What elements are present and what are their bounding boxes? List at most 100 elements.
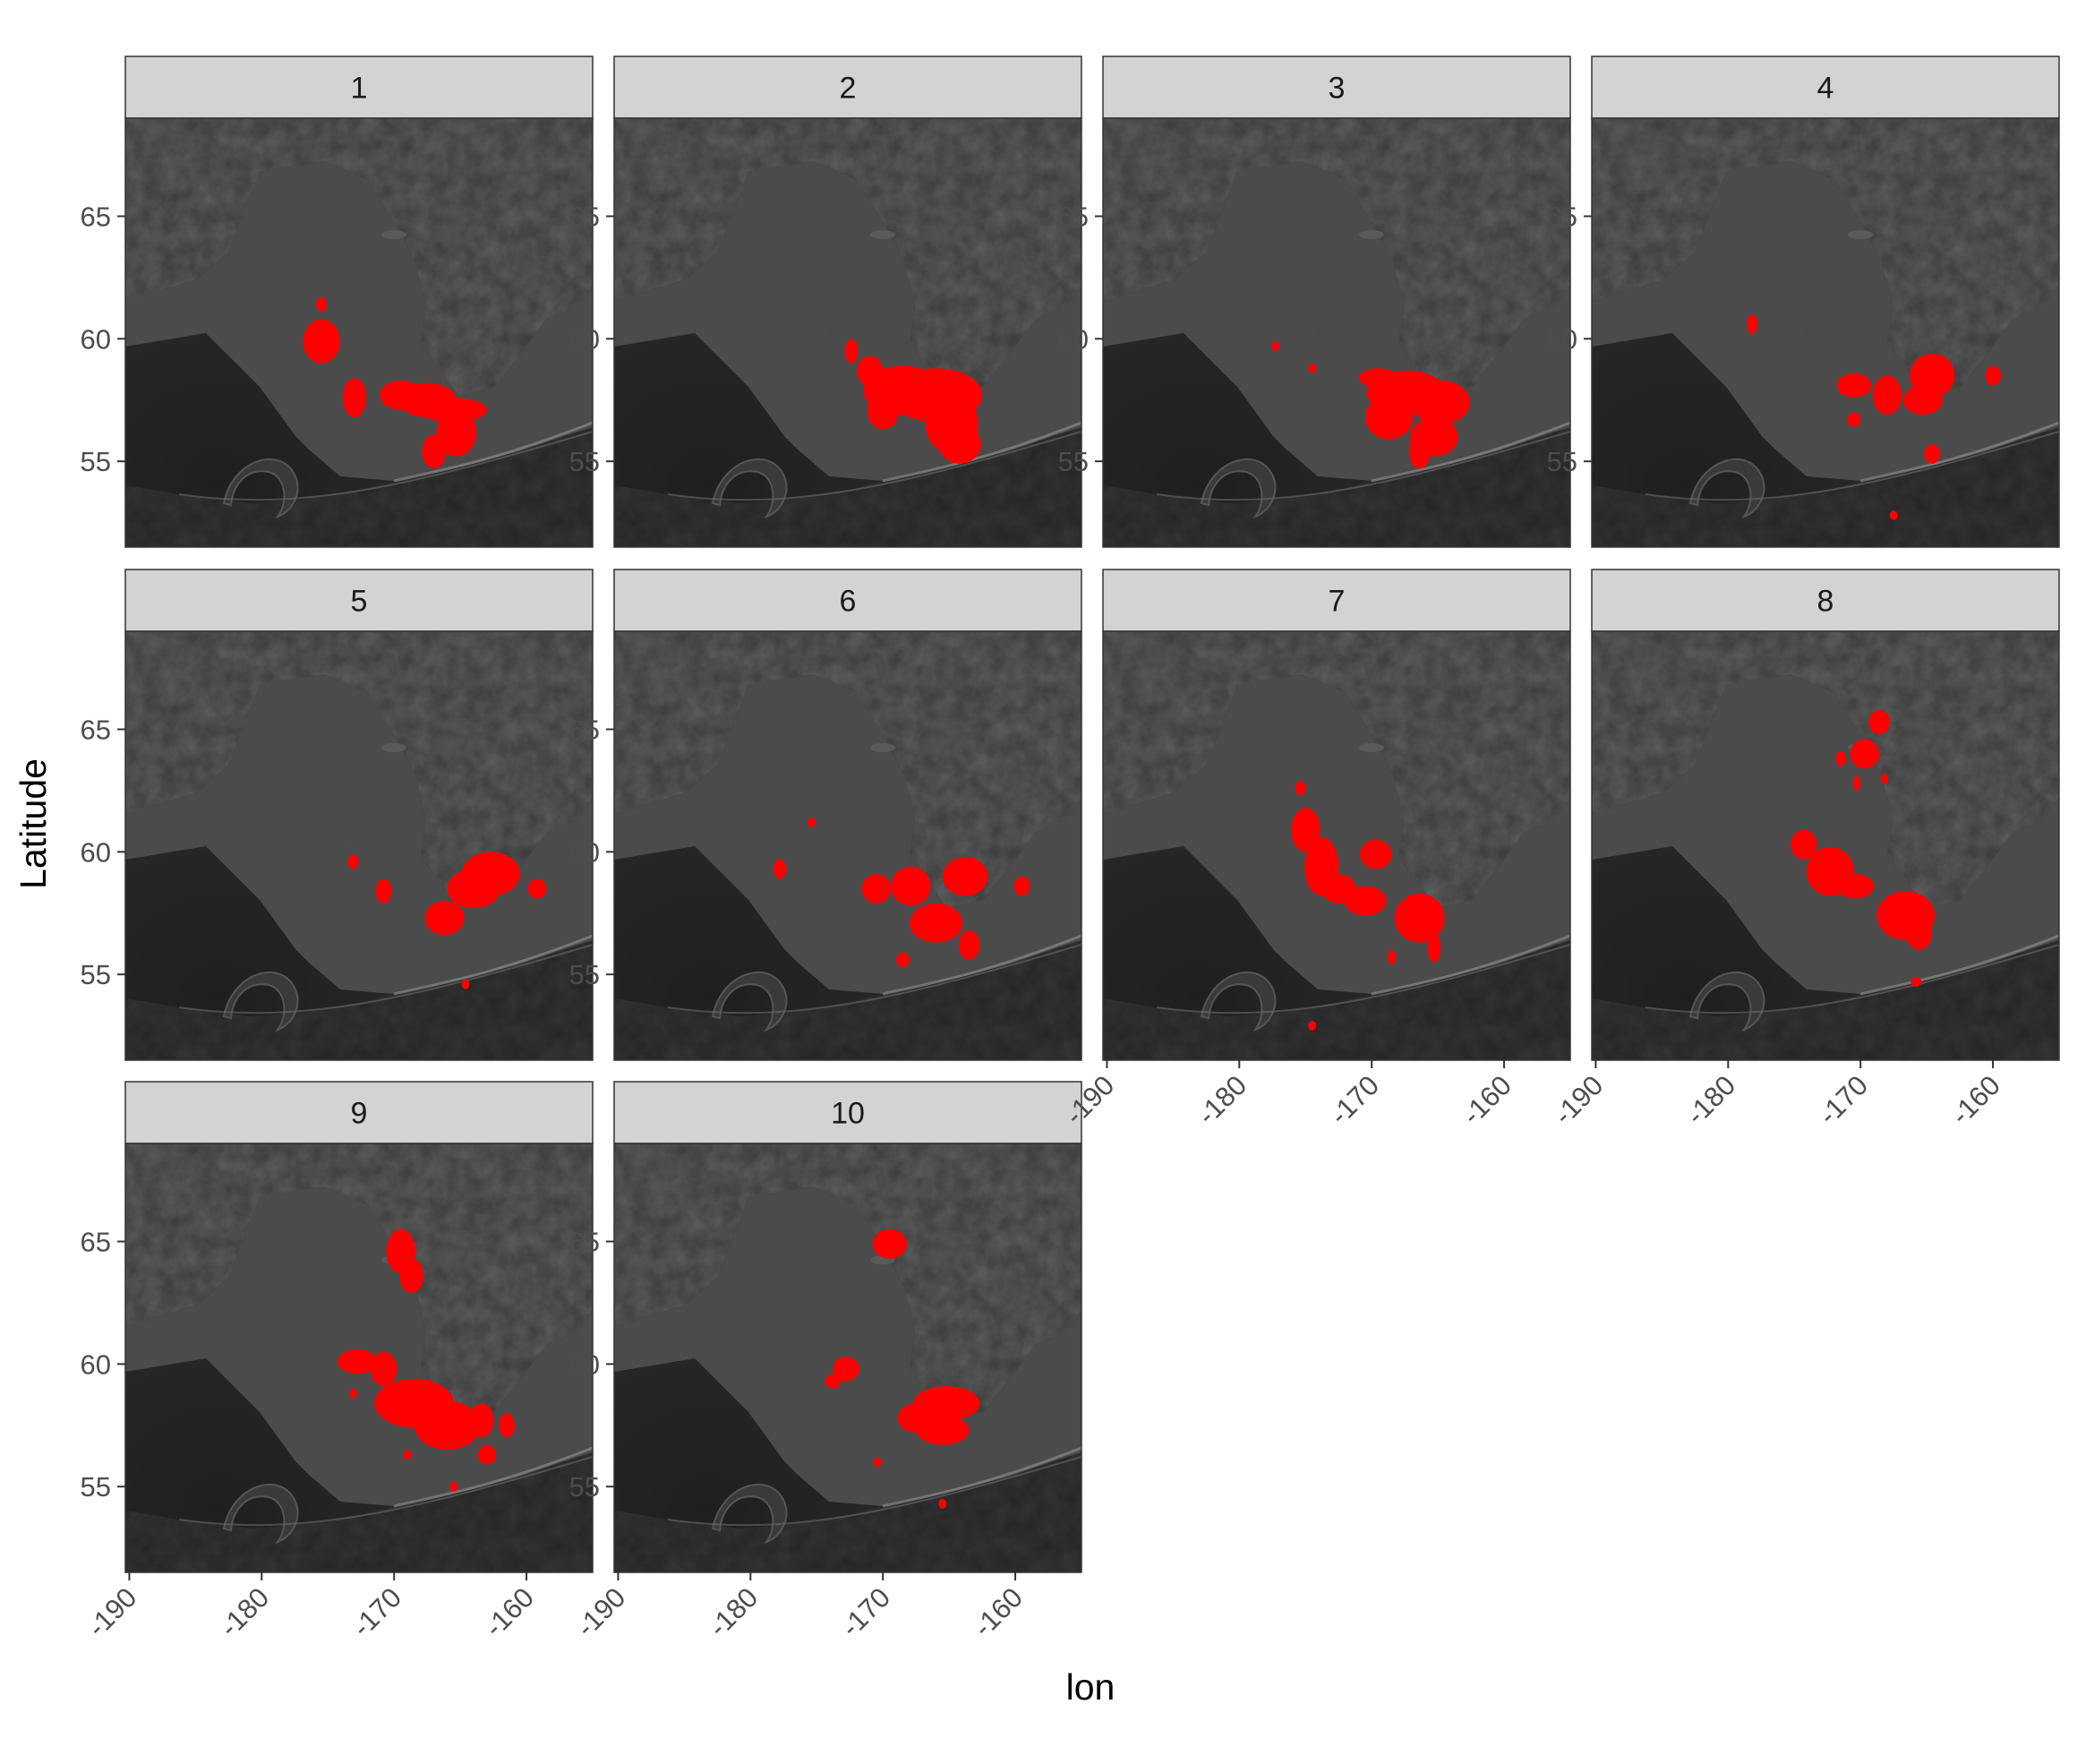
facet-panel: 5 bbox=[124, 569, 594, 1061]
highlight-region bbox=[1387, 949, 1396, 965]
x-tick-label: -170 bbox=[835, 1581, 897, 1643]
panel-border bbox=[613, 1143, 1082, 1573]
y-tick-label: 65 bbox=[81, 714, 111, 745]
basemap bbox=[1592, 118, 2059, 547]
highlight-region bbox=[832, 1357, 859, 1382]
x-tick-label: -160 bbox=[967, 1581, 1029, 1643]
highlight-region bbox=[867, 390, 899, 430]
y-tick-label: 55 bbox=[81, 446, 111, 477]
highlight-region bbox=[897, 1403, 935, 1433]
highlight-region bbox=[1902, 385, 1943, 415]
y-tick-label: 65 bbox=[1058, 201, 1089, 232]
highlight-region bbox=[909, 903, 962, 943]
facet-strip bbox=[613, 56, 1082, 119]
x-tick-label: -160 bbox=[1945, 1069, 2006, 1131]
y-tick-label: 60 bbox=[81, 323, 111, 355]
highlight-region bbox=[939, 392, 978, 417]
basemap bbox=[1103, 118, 1570, 547]
facet-strip bbox=[1102, 56, 1571, 119]
facet-strip bbox=[1102, 569, 1571, 632]
highlight-region bbox=[527, 878, 547, 899]
facet-strip-label: 2 bbox=[840, 72, 857, 106]
facet-strip-label: 8 bbox=[1817, 585, 1834, 619]
basemap bbox=[1103, 631, 1570, 1060]
y-tick-label: 55 bbox=[81, 959, 111, 990]
highlight-region bbox=[424, 901, 465, 936]
y-tick-label: 60 bbox=[569, 323, 600, 355]
highlight-region bbox=[861, 873, 892, 903]
highlight-region bbox=[499, 1413, 515, 1438]
highlight-region bbox=[873, 1457, 882, 1468]
facet-panel: 10 bbox=[613, 1081, 1082, 1573]
highlight-region bbox=[1985, 365, 2001, 386]
x-tick-label: -180 bbox=[703, 1581, 765, 1643]
highlight-region bbox=[1889, 510, 1898, 520]
y-tick-label: 55 bbox=[569, 959, 600, 990]
highlight-region bbox=[1790, 829, 1817, 860]
highlight-region bbox=[1852, 775, 1861, 791]
panel-border bbox=[613, 117, 1082, 548]
x-tick-label: -160 bbox=[1456, 1069, 1517, 1131]
highlight-region bbox=[1411, 380, 1470, 425]
highlight-region bbox=[1836, 372, 1872, 398]
highlight-region bbox=[1910, 976, 1922, 987]
highlight-region bbox=[469, 1403, 494, 1438]
highlight-region bbox=[1850, 739, 1879, 769]
highlight-region bbox=[370, 1351, 397, 1386]
highlight-region bbox=[1013, 876, 1030, 896]
y-tick-label: 60 bbox=[569, 1349, 600, 1380]
highlight-region bbox=[1868, 709, 1890, 734]
highlight-region bbox=[1847, 412, 1861, 427]
y-tick-label: 65 bbox=[569, 201, 600, 232]
facet-strip bbox=[613, 569, 1082, 632]
highlight-region bbox=[422, 434, 446, 469]
highlight-region bbox=[337, 1349, 377, 1374]
highlight-region bbox=[942, 856, 988, 896]
y-tick-label: 55 bbox=[1058, 446, 1089, 477]
y-tick-label: 65 bbox=[1547, 201, 1577, 232]
highlight-region bbox=[315, 296, 327, 313]
panel-border bbox=[613, 630, 1082, 1061]
y-tick-label: 55 bbox=[569, 446, 600, 477]
facet-panel: 9 bbox=[124, 1081, 594, 1573]
facet-strip bbox=[124, 569, 594, 632]
panel-border bbox=[124, 1143, 594, 1573]
y-tick-label: 60 bbox=[81, 836, 111, 868]
y-tick-label: 65 bbox=[569, 1226, 600, 1257]
highlight-region bbox=[1880, 773, 1889, 784]
basemap bbox=[614, 631, 1081, 1060]
y-axis-title: Latitude bbox=[13, 758, 54, 889]
highlight-region bbox=[1924, 444, 1940, 464]
highlight-region bbox=[1394, 893, 1445, 943]
highlight-region bbox=[1872, 375, 1902, 415]
facet-strip-label: 9 bbox=[351, 1097, 368, 1131]
panel-border bbox=[1591, 117, 2060, 548]
facet-strip bbox=[124, 56, 594, 119]
highlight-region bbox=[414, 1400, 481, 1451]
highlight-region bbox=[1359, 839, 1392, 869]
highlight-region bbox=[844, 338, 859, 364]
highlight-region bbox=[403, 1450, 412, 1460]
highlight-region bbox=[1408, 434, 1431, 469]
highlight-region bbox=[303, 319, 340, 364]
x-tick-label: -180 bbox=[214, 1581, 276, 1643]
facet-panel: 1 bbox=[124, 56, 594, 548]
highlight-region bbox=[347, 854, 359, 869]
facet-panel: 8 bbox=[1591, 569, 2060, 1061]
highlight-region bbox=[1344, 886, 1387, 916]
facet-strip bbox=[613, 1081, 1082, 1144]
facet-strip-label: 6 bbox=[840, 585, 857, 619]
facet-strip-label: 7 bbox=[1329, 585, 1346, 619]
x-tick-label: -170 bbox=[346, 1581, 408, 1643]
panel-border bbox=[1102, 117, 1571, 548]
highlight-region bbox=[342, 378, 367, 417]
facet-panel: 2 bbox=[613, 56, 1082, 548]
panel-border bbox=[1102, 630, 1571, 1061]
y-tick-label: 55 bbox=[81, 1471, 111, 1503]
facet-strip bbox=[1591, 569, 2060, 632]
x-tick-label: -190 bbox=[1548, 1069, 1610, 1131]
x-tick-label: -170 bbox=[1813, 1069, 1875, 1131]
y-tick-label: 55 bbox=[1547, 446, 1577, 477]
highlight-region bbox=[958, 929, 980, 960]
